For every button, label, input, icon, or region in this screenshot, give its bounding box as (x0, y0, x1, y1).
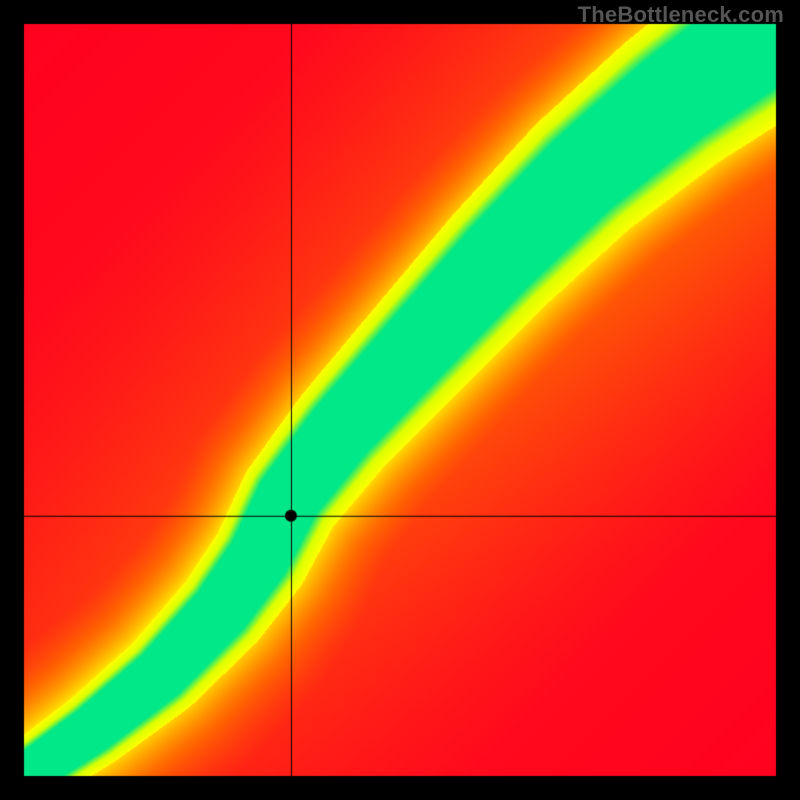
watermark-text: TheBottleneck.com (578, 2, 784, 28)
chart-container: TheBottleneck.com (0, 0, 800, 800)
heatmap-canvas (0, 0, 800, 800)
